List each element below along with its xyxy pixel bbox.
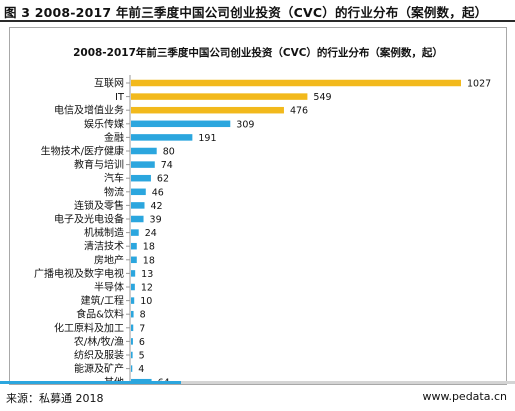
source-note: 来源：私募通 2018 (6, 392, 104, 405)
category-label: 房地产 (94, 253, 124, 266)
category-label: 能源及矿产 (74, 362, 124, 375)
category-label: 食品&饮料 (76, 308, 124, 321)
bar (131, 93, 308, 100)
category-label: 化工原料及加工 (54, 321, 124, 334)
site-url: www.pedata.cn (422, 390, 507, 403)
chart-title: 2008-2017年前三季度中国公司创业投资（CVC）的行业分布（案例数，起） (73, 47, 443, 59)
bar (131, 147, 157, 155)
value-label: 80 (163, 147, 175, 158)
category-label: 农/林/牧/渔 (74, 335, 124, 348)
category-label: 清洁技术 (84, 240, 124, 253)
bar (131, 161, 155, 168)
bar (131, 174, 151, 182)
value-label: 309 (236, 119, 254, 130)
bar (131, 188, 146, 196)
bar (131, 283, 135, 291)
bar (131, 202, 145, 209)
bar (131, 215, 144, 223)
category-label: 金融 (104, 131, 124, 144)
bar (131, 106, 284, 114)
value-label: 42 (150, 201, 162, 212)
value-label: 24 (145, 228, 157, 239)
category-label: 物流 (104, 185, 124, 198)
value-label: 549 (313, 92, 331, 103)
category-label: 半导体 (94, 281, 124, 294)
category-label: 纺织及服装 (74, 349, 124, 362)
bar (131, 324, 134, 332)
bar (131, 351, 133, 359)
value-label: 4 (138, 364, 144, 375)
chart-frame: 2008-2017年前三季度中国公司创业投资（CVC）的行业分布（案例数，起） … (9, 27, 507, 385)
category-label: 互联网 (94, 78, 124, 90)
value-label: 1027 (467, 79, 491, 90)
bar (131, 310, 134, 318)
category-label: 连锁及零售 (74, 199, 124, 212)
category-label: 汽车 (104, 172, 124, 185)
value-label: 8 (140, 310, 146, 321)
category-label: 广播电视及数字电视 (34, 267, 124, 280)
top-rule (0, 20, 515, 22)
category-label: 建筑/工程 (81, 294, 124, 307)
value-label: 18 (143, 255, 155, 266)
category-label: 娱乐传媒 (84, 117, 124, 130)
bar (131, 242, 137, 250)
category-label: 电子及光电设备 (54, 213, 124, 226)
category-label: 其他 (104, 376, 124, 384)
category-label: 电信及增值业务 (54, 104, 124, 117)
value-label: 191 (198, 133, 216, 144)
bottom-bar (0, 381, 515, 384)
value-label: 64 (158, 378, 170, 384)
value-label: 7 (139, 323, 145, 334)
value-label: 39 (150, 215, 162, 226)
value-label: 6 (139, 337, 145, 348)
bar (131, 270, 136, 277)
category-label: 教育与培训 (74, 158, 124, 171)
value-label: 10 (140, 296, 152, 307)
value-label: 13 (141, 269, 153, 280)
bar (131, 229, 139, 236)
bar (131, 297, 135, 304)
value-label: 476 (290, 106, 308, 117)
category-label: IT (115, 92, 125, 103)
bar (131, 134, 193, 141)
category-label: 机械制造 (84, 226, 124, 239)
value-label: 18 (143, 242, 155, 253)
value-label: 12 (141, 283, 153, 294)
value-label: 46 (152, 187, 164, 198)
bar (131, 79, 461, 87)
value-label: 62 (157, 174, 169, 185)
bar (131, 256, 137, 264)
bar (131, 120, 231, 128)
bar (131, 365, 133, 372)
category-label: 生物技术/医疗健康 (41, 145, 124, 158)
value-label: 5 (139, 351, 145, 362)
bar (131, 338, 133, 345)
bottom-bar-accent (0, 381, 181, 384)
figure-title: 图 3 2008-2017 年前三季度中国公司创业投资（CVC）的行业分布（案例… (4, 5, 488, 20)
value-label: 74 (161, 160, 173, 171)
